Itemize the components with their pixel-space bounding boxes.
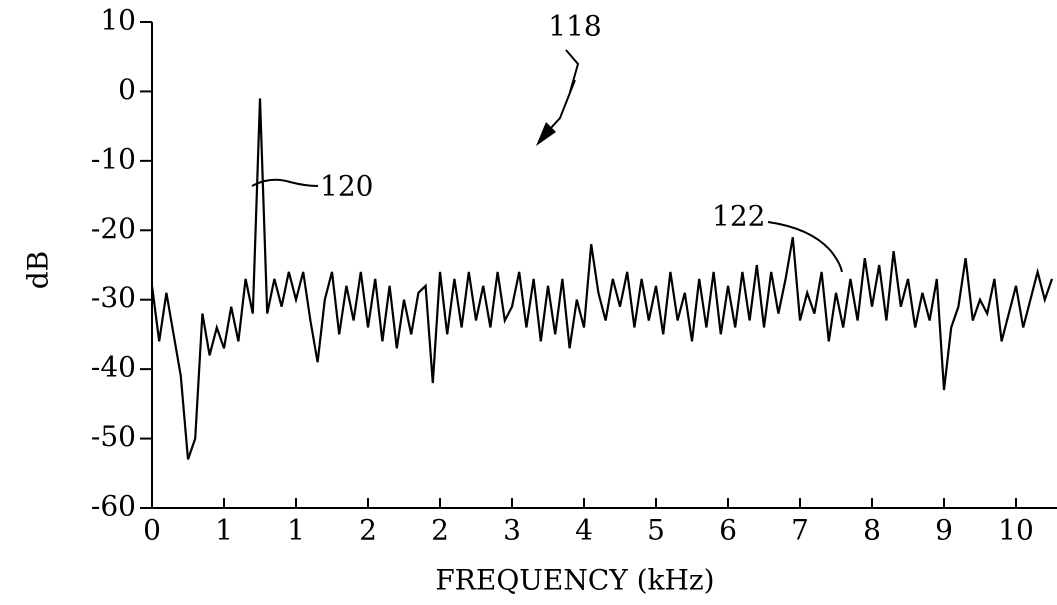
y-tick-label: -20 [91,212,136,245]
annotation: 120 [320,170,373,203]
y-tick-label: -40 [91,351,136,384]
x-axis-label: FREQUENCY (kHz) [435,564,714,597]
x-tick-label: 2 [431,514,449,547]
leader-122 [767,221,843,273]
y-tick-label: -10 [91,142,136,175]
x-tick-label: 8 [863,514,881,547]
y-tick-label: 0 [118,73,136,106]
x-tick-label: 10 [998,514,1034,547]
x-tick-label: 0 [143,514,161,547]
x-tick-label: 1 [287,514,305,547]
y-tick-label: -60 [91,490,136,523]
annotation: 118 [548,10,601,43]
x-tick-label: 2 [359,514,377,547]
x-tick-label: 5 [647,514,665,547]
y-axis-label: dB [22,251,55,290]
x-tick-label: 3 [503,514,521,547]
annotation: 122 [712,200,765,233]
y-tick-label: -30 [91,281,136,314]
data-line [150,98,1054,460]
x-tick-label: 4 [575,514,593,547]
x-tick-label: 7 [791,514,809,547]
x-tick-label: 1 [215,514,233,547]
arrow-head-118 [536,122,556,146]
arrow-118 [539,49,580,141]
x-tick-label: 6 [719,514,737,547]
y-tick-label: 10 [100,4,136,37]
x-tick-label: 9 [935,514,953,547]
y-tick-label: -50 [91,420,136,453]
